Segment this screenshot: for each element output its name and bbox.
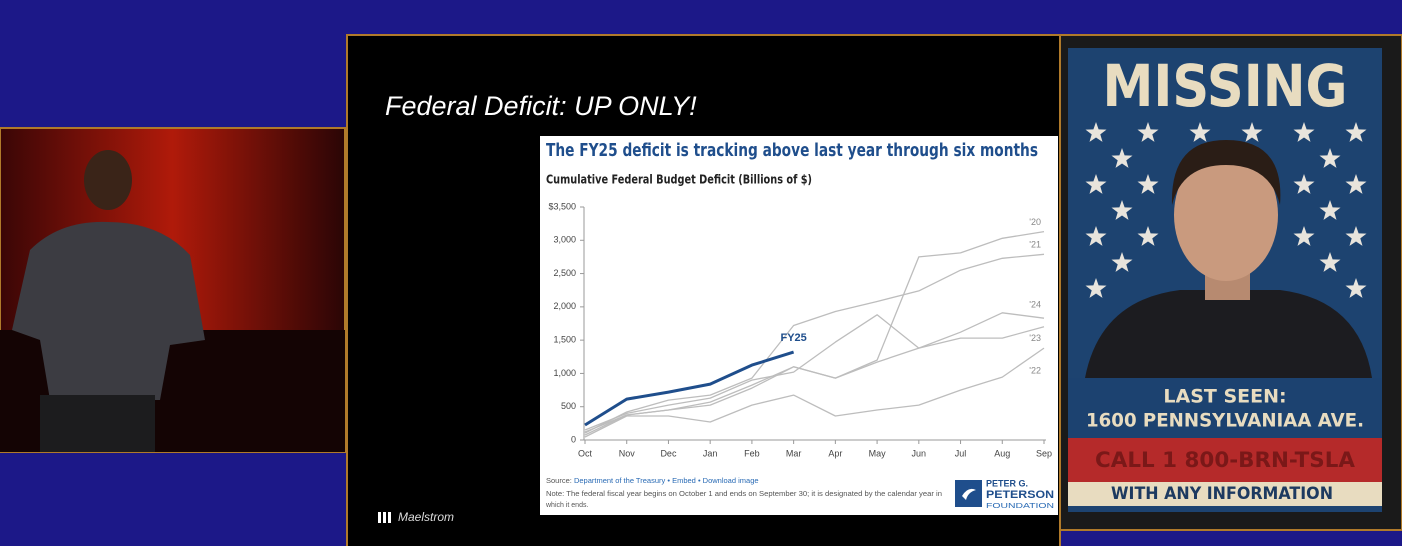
logo-text: PETER G. bbox=[986, 478, 1028, 488]
x-tick-label: Jul bbox=[955, 448, 967, 458]
y-tick-label: 3,000 bbox=[553, 235, 576, 245]
call-line: CALL 1 800-BRN-TSLA bbox=[1095, 448, 1356, 472]
series-line bbox=[584, 347, 1045, 438]
last-seen: LAST SEEN: bbox=[1163, 386, 1286, 408]
series-line bbox=[584, 314, 1045, 431]
star bbox=[1085, 122, 1107, 142]
y-tick-label: $3,500 bbox=[548, 201, 576, 211]
star bbox=[1345, 174, 1367, 194]
star bbox=[1293, 226, 1315, 246]
brand: Maelstrom bbox=[398, 510, 454, 524]
star bbox=[1137, 226, 1159, 246]
info-band bbox=[1068, 482, 1382, 506]
star bbox=[1345, 122, 1367, 142]
star bbox=[1319, 252, 1341, 272]
y-tick-label: 2,500 bbox=[553, 268, 576, 278]
chart-subtitle: Cumulative Federal Budget Deficit (Billi… bbox=[546, 173, 812, 187]
separator: • bbox=[667, 476, 670, 485]
star bbox=[1293, 174, 1315, 194]
series-label: FY25 bbox=[780, 332, 806, 344]
star bbox=[1137, 174, 1159, 194]
note: which it ends. bbox=[545, 502, 588, 509]
separator: • bbox=[698, 476, 701, 485]
chart-title: The FY25 deficit is tracking above last … bbox=[546, 140, 1038, 161]
speaker-video bbox=[0, 127, 346, 453]
x-tick-label: May bbox=[869, 448, 887, 458]
embed-link[interactable]: Embed bbox=[672, 476, 696, 485]
address: 1600 PENNSYLVANIAA AVE. bbox=[1086, 410, 1364, 432]
x-tick-label: Dec bbox=[660, 448, 677, 458]
call-band bbox=[1068, 438, 1382, 482]
star bbox=[1189, 122, 1211, 142]
logo-text: PETERSON bbox=[986, 489, 1054, 501]
series-label: '22 bbox=[1029, 366, 1041, 376]
logo-flame bbox=[962, 488, 976, 500]
star bbox=[1137, 122, 1159, 142]
star bbox=[1085, 278, 1107, 298]
star bbox=[1241, 122, 1263, 142]
series-line bbox=[584, 350, 795, 427]
logo-text: FOUNDATION bbox=[986, 503, 1054, 510]
star bbox=[1293, 122, 1315, 142]
star bbox=[1319, 148, 1341, 168]
x-tick-label: Jan bbox=[703, 448, 718, 458]
stars bbox=[1085, 122, 1367, 298]
poster-headline: MISSING bbox=[1103, 52, 1348, 120]
y-tick-label: 1,000 bbox=[553, 368, 576, 378]
y-tick-label: 1,500 bbox=[553, 335, 576, 345]
series-line bbox=[584, 253, 1045, 434]
x-tick-label: Oct bbox=[578, 448, 593, 458]
y-tick-label: 0 bbox=[571, 434, 576, 444]
brand-logo bbox=[378, 512, 391, 523]
star bbox=[1111, 200, 1133, 220]
series-label: '20 bbox=[1029, 217, 1041, 227]
series-label: '23 bbox=[1029, 333, 1041, 343]
x-tick-label: Apr bbox=[828, 448, 842, 458]
y-tick-label: 2,000 bbox=[553, 301, 576, 311]
star bbox=[1085, 174, 1107, 194]
info-line: WITH ANY INFORMATION bbox=[1111, 484, 1333, 504]
poster-band bbox=[1068, 378, 1382, 438]
star bbox=[1345, 278, 1367, 298]
star bbox=[1111, 148, 1133, 168]
star bbox=[1085, 226, 1107, 246]
series-line bbox=[584, 312, 1045, 436]
x-tick-label: Feb bbox=[744, 448, 760, 458]
source-line: Source: Department of the Treasury • Emb… bbox=[546, 476, 759, 485]
source-link[interactable]: Department of the Treasury bbox=[574, 476, 666, 485]
x-tick-label: Jun bbox=[912, 448, 927, 458]
series-label: '21 bbox=[1029, 240, 1041, 250]
download-link[interactable]: Download image bbox=[703, 476, 759, 485]
star bbox=[1111, 252, 1133, 272]
x-tick-label: Sep bbox=[1036, 448, 1052, 458]
star bbox=[1319, 200, 1341, 220]
series-label: '24 bbox=[1029, 300, 1041, 310]
portrait bbox=[1085, 140, 1372, 378]
x-tick-label: Aug bbox=[994, 448, 1010, 458]
star bbox=[1345, 226, 1367, 246]
x-tick-label: Nov bbox=[619, 448, 636, 458]
source-label: Source: bbox=[546, 476, 572, 485]
note: Note: The federal fiscal year begins on … bbox=[546, 491, 942, 498]
x-tick-label: Mar bbox=[786, 448, 802, 458]
slide-title: Federal Deficit: UP ONLY! bbox=[385, 91, 697, 121]
y-tick-label: 500 bbox=[561, 401, 576, 411]
chart-panel bbox=[540, 136, 1058, 515]
